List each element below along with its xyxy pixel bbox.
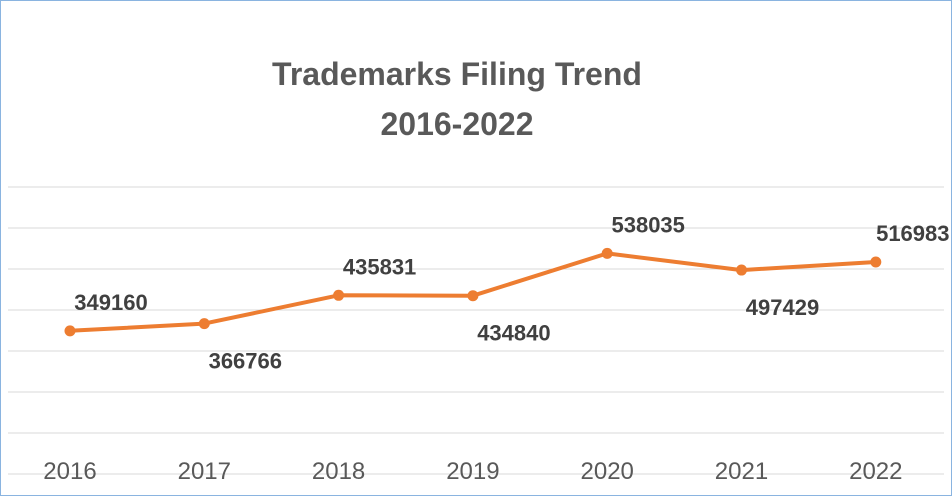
x-tick-label-2022: 2022 xyxy=(849,458,902,485)
x-tick-label-2016: 2016 xyxy=(43,458,96,485)
x-tick-label-2018: 2018 xyxy=(312,458,365,485)
x-tick-label-2017: 2017 xyxy=(178,458,231,485)
chart-title: Trademarks Filing Trend 2016-2022 xyxy=(1,49,913,149)
data-label-2019: 434840 xyxy=(477,321,550,346)
x-tick-label-2021: 2021 xyxy=(715,458,768,485)
data-point-2022 xyxy=(870,256,882,268)
data-label-2021: 497429 xyxy=(746,295,819,320)
data-label-2016: 349160 xyxy=(74,290,147,315)
data-point-2021 xyxy=(736,264,747,276)
chart-title-line-2: 2016-2022 xyxy=(380,106,534,142)
data-point-2019 xyxy=(467,290,479,302)
data-points xyxy=(64,247,882,337)
data-label-2022: 516983 xyxy=(876,221,949,246)
gridlines xyxy=(8,186,944,475)
x-tick-label-2019: 2019 xyxy=(446,458,499,485)
data-point-2020 xyxy=(601,247,613,259)
data-labels: 349160 366766 435831 434840 538035 497429 5169… xyxy=(74,212,949,373)
data-label-2018: 435831 xyxy=(343,254,416,279)
x-axis-labels: 2016 2017 2018 2019 2020 2021 2022 xyxy=(43,458,902,485)
data-point-2018 xyxy=(333,289,345,301)
data-point-2017 xyxy=(198,318,210,330)
data-label-2017: 366766 xyxy=(209,349,282,374)
x-tick-label-2020: 2020 xyxy=(581,458,634,485)
data-point-2016 xyxy=(64,325,76,337)
chart-title-line-1: Trademarks Filing Trend xyxy=(272,56,642,92)
data-label-2020: 538035 xyxy=(611,212,684,237)
